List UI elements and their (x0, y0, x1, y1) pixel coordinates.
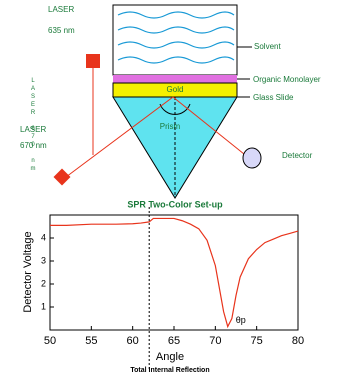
x-tick-label: 80 (292, 335, 304, 347)
caption: SPR Two-Color Set-up (127, 199, 223, 209)
monolayer (113, 75, 237, 83)
y-tick-label: 1 (41, 301, 46, 311)
prism-label: Prism (160, 122, 181, 131)
x-tick-label: 70 (209, 335, 221, 347)
x-tick-label: 50 (44, 335, 56, 347)
x-tick-label: 65 (168, 335, 180, 347)
angle-arc (159, 103, 191, 115)
y-tick-label: 4 (41, 232, 46, 242)
layer-label: Solvent (254, 42, 281, 51)
leaders (237, 46, 252, 98)
curve (50, 217, 299, 329)
footer: Total Internal Reflection (130, 367, 209, 374)
laser-label: LASER (48, 5, 74, 14)
y-axis-label: Detector Voltage (22, 231, 34, 312)
layer-label: Gold (167, 85, 184, 94)
layer-label: Organic Monolayer (253, 75, 321, 84)
y-tick-label: 2 (41, 278, 46, 288)
annotation: θp (236, 315, 246, 325)
laser-label: LASER (20, 125, 46, 134)
laser-top (86, 54, 100, 68)
vertical-label: LASER 670 nm (30, 78, 36, 174)
detector-label: Detector (282, 151, 313, 160)
plot-frame (49, 214, 299, 331)
beams (65, 62, 245, 178)
y-tick-label: 3 (41, 255, 46, 265)
solvent-box (112, 4, 238, 76)
x-tick-label: 55 (85, 335, 97, 347)
x-tick-label: 60 (127, 335, 139, 347)
laser-wavelength: 635 nm (48, 26, 75, 35)
laser-bottom (53, 168, 71, 186)
layer-label: Glass Slide (253, 93, 294, 102)
laser-wavelength: 670 nm (20, 141, 47, 150)
waves (117, 11, 235, 64)
x-axis-label: Angle (156, 351, 184, 363)
detector-shape (242, 147, 262, 169)
x-tick-label: 75 (251, 335, 263, 347)
